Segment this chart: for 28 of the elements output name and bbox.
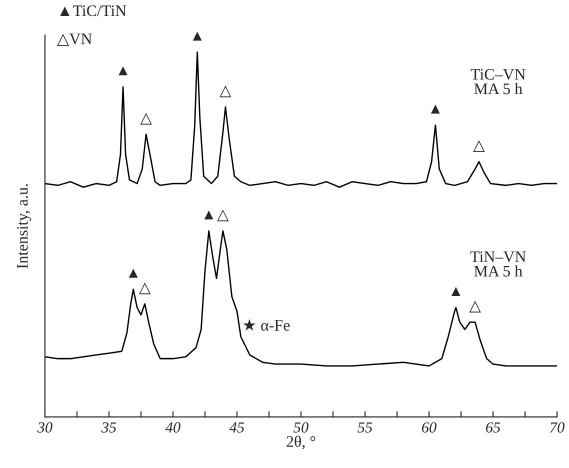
- text: TiC–VN MA 5 h: [470, 68, 526, 94]
- x-tick-label: 40: [165, 422, 180, 433]
- annotation: ▲: [128, 268, 138, 278]
- text: ▲TiC/TiN: [60, 5, 126, 16]
- x-tick-label: 30: [37, 422, 52, 433]
- annotation: △: [140, 112, 152, 125]
- annotation: ▲: [451, 287, 460, 296]
- annotation: ▲: [192, 32, 202, 41]
- text: △VN: [56, 34, 92, 46]
- annotation: ▲: [430, 104, 440, 114]
- annotation: ▲: [118, 66, 128, 76]
- annotation: ★ α-Fe: [243, 319, 290, 331]
- x-tick-label: 45: [229, 422, 244, 433]
- annotation: ▲: [204, 210, 214, 220]
- x-tick-label: 65: [486, 422, 500, 433]
- annotation: △: [473, 140, 485, 152]
- y-axis-title: Intensity, a.u.: [17, 184, 32, 268]
- x-tick-label: 50: [294, 422, 308, 433]
- annotation: △: [220, 86, 232, 98]
- annotation: △: [469, 300, 481, 312]
- x-tick-label: 70: [550, 422, 564, 433]
- x-tick-label: 55: [358, 422, 372, 433]
- annotation: △: [138, 282, 151, 294]
- x-tick-label: 60: [422, 422, 436, 433]
- x-axis-title: 2θ, °: [286, 436, 316, 450]
- annotation: △: [217, 210, 229, 222]
- x-tick-label: 35: [101, 422, 116, 433]
- text: TiN–VN MA 5 h: [470, 251, 526, 277]
